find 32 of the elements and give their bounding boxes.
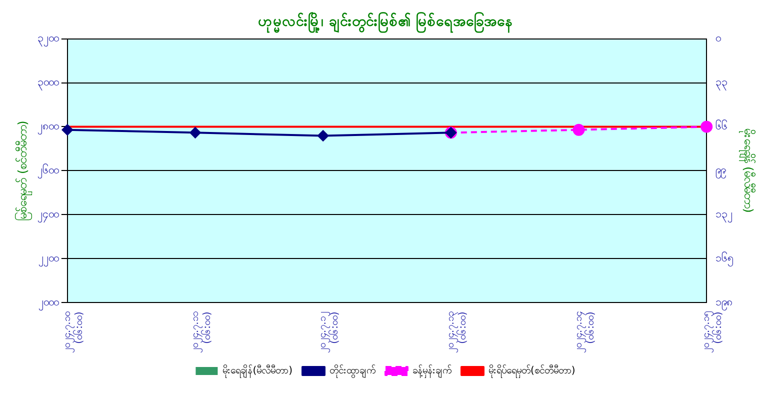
point (318, 130, 329, 142)
x-tick-label: ၂၀၂၄.၇.၁၄ (၀၆:၀၀) (573, 312, 596, 353)
point (572, 124, 585, 136)
x-tick-label: ၂၀၂၄.၇.၁၅ (၀၆:၀၀) (701, 312, 724, 353)
y2-tick-label: ၁၃၂ (716, 208, 733, 223)
y-tick-label: ၂၀၀၀ (38, 296, 58, 310)
chart-title: ဟုမ္မလင်းမြို့၊ ချင်းတွင်းမြစ်၏ မြစ်ရေအခြေအနေ (258, 12, 513, 34)
y-tick-label: ၂၆၀၀ (37, 164, 58, 179)
y-tick-label: ၂၈၀၀ (37, 120, 58, 135)
y-tick-label: ၃၀၀၀ (37, 76, 58, 91)
legend-label: မိုးရိပ်ရေမှတ်(စင်တီမီတာ) (488, 364, 576, 379)
y-tick-label: ၃၂၀၀ (37, 32, 58, 47)
point (700, 120, 713, 133)
legend-label: မိုးရေချိန်(မီလီမီတာ) (222, 364, 293, 379)
legend-label: ခန့်မှန်းချက် (412, 364, 452, 379)
point (62, 124, 73, 136)
point (190, 127, 201, 138)
y2-tick-label: ၀ (716, 32, 721, 45)
x-tick-label: ၂၀၂၄.၇.၁၀ (၀၆:၀၀) (62, 312, 85, 353)
y-tick-label: ၂၄၀၀ (37, 208, 58, 223)
legend-label: တိုင်းထွာချက် (330, 364, 376, 379)
y2-tick-label: ၃၃ (716, 76, 728, 91)
y2-tick-label: ၁၆၅ (716, 252, 734, 267)
y2-tick-label: ၁၉၈ (716, 296, 733, 310)
x-tick-label: ၂၀၂၄.၇.၁၃ (၀၆:၀၀) (446, 312, 469, 353)
y2-tick-label: ၉၉ (716, 164, 726, 179)
y2-axis-title: မိုးရေချိန် (မီလီမီတာ) (738, 128, 757, 213)
y-tick-label: ၂၂၀၀ (38, 252, 58, 267)
y2-tick-label: ၆၆ (716, 120, 728, 133)
x-tick-label: ၂၀၂၄.၇.၁၁ (၀၆:၀၀) (190, 312, 213, 353)
x-tick-label: ၂၀၂၄.၇.၁၂ (၀၆:၀၀) (318, 312, 341, 353)
y-axis-title: မြစ်ရေမှတ် (စင်တီမီတာ) (13, 120, 32, 221)
